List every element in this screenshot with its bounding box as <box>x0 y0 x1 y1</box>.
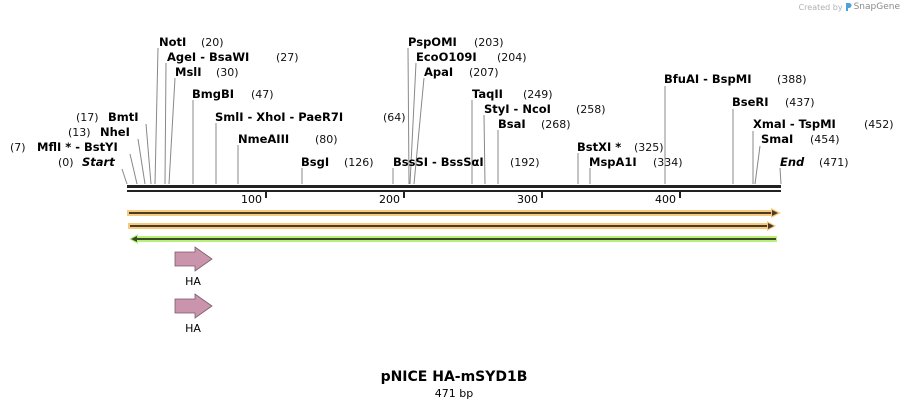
backbone-bottom-strand <box>127 190 781 192</box>
ha-label: HA <box>185 275 201 288</box>
site-mfli-bstyi[interactable]: MflI * - BstYI <box>37 140 118 154</box>
tick-label-400: 400 <box>655 193 676 206</box>
arrow-right-icon <box>174 293 213 319</box>
svg-text:(47): (47) <box>251 88 274 101</box>
site-msli[interactable]: MslI <box>175 65 202 79</box>
site-ecoo109i[interactable]: EcoO109I <box>416 50 477 64</box>
site-end[interactable]: End <box>780 155 805 169</box>
svg-text:(325): (325) <box>634 141 664 154</box>
svg-text:(7): (7) <box>10 141 26 154</box>
svg-text:(0): (0) <box>58 156 74 169</box>
svg-text:(126): (126) <box>344 156 374 169</box>
svg-text:(17): (17) <box>76 111 99 124</box>
feature-orange-1[interactable] <box>127 208 781 218</box>
site-start[interactable]: Start <box>82 155 115 169</box>
site-bmgbi[interactable]: BmgBI <box>192 87 234 101</box>
site-bseri[interactable]: BseRI <box>732 95 769 109</box>
svg-text:(80): (80) <box>315 133 338 146</box>
site-leader-lines <box>121 47 782 185</box>
ha-annotation-1[interactable]: HA <box>174 246 213 288</box>
svg-text:(454): (454) <box>810 133 840 146</box>
tick-label-200: 200 <box>379 193 400 206</box>
ha-annotation-2[interactable]: HA <box>174 293 213 335</box>
arrow-left-icon <box>131 236 137 242</box>
site-nmeaiii[interactable]: NmeAIII <box>238 132 289 146</box>
site-smai[interactable]: SmaI <box>761 132 793 146</box>
feature-green[interactable] <box>129 234 777 244</box>
site-taqii[interactable]: TaqII <box>472 87 503 101</box>
svg-text:(203): (203) <box>474 36 504 49</box>
site-bsssi-bsssai[interactable]: BssSI - BssSαI <box>393 155 484 169</box>
svg-text:(437): (437) <box>785 96 815 109</box>
svg-text:(388): (388) <box>777 73 807 86</box>
arrow-right-icon <box>174 246 213 272</box>
svg-text:(207): (207) <box>469 66 499 79</box>
svg-text:(334): (334) <box>653 156 683 169</box>
arrow-right-icon <box>772 210 778 216</box>
sequence-length: 471 bp <box>434 387 474 400</box>
map-title: pNICE HA-mSYD1B <box>380 369 528 385</box>
site-bsgi[interactable]: BsgI <box>301 155 329 169</box>
site-noti[interactable]: NotI <box>159 35 186 49</box>
svg-text:(471): (471) <box>819 156 849 169</box>
site-agei-bsawi[interactable]: AgeI - BsaWI <box>167 50 249 64</box>
svg-text:(192): (192) <box>510 156 540 169</box>
snapgene-logo-icon <box>845 3 852 11</box>
site-pspomi[interactable]: PspOMI <box>408 35 457 49</box>
tick-label-300: 300 <box>517 193 538 206</box>
svg-text:(64): (64) <box>383 111 406 124</box>
credit-prefix: Created by <box>798 2 843 12</box>
site-mspa1i[interactable]: MspA1I <box>589 155 637 169</box>
site-styi-ncoi[interactable]: StyI - NcoI <box>484 102 551 116</box>
site-xmai-tspmi[interactable]: XmaI - TspMI <box>753 117 836 131</box>
feature-orange-2[interactable] <box>128 221 776 231</box>
site-bsai[interactable]: BsaI <box>498 117 526 131</box>
sequence-map: 100 200 300 400 HA HA (0) Start (7 <box>10 35 894 335</box>
site-smli-xhoi-paer7i[interactable]: SmlI - XhoI - PaeR7I <box>215 110 343 124</box>
backbone-top-strand <box>127 185 781 188</box>
site-nhei[interactable]: NheI <box>100 125 130 139</box>
svg-text:(20): (20) <box>201 36 224 49</box>
ha-label: HA <box>185 322 201 335</box>
site-apai[interactable]: ApaI <box>424 65 453 79</box>
svg-text:(204): (204) <box>497 51 527 64</box>
svg-text:(452): (452) <box>864 118 894 131</box>
svg-text:(13): (13) <box>68 126 91 139</box>
svg-text:(258): (258) <box>576 103 606 116</box>
site-bmti[interactable]: BmtI <box>108 110 139 124</box>
ruler: 100 200 300 400 <box>241 192 681 206</box>
tick-label-100: 100 <box>241 193 262 206</box>
svg-text:(30): (30) <box>216 66 239 79</box>
svg-text:(27): (27) <box>276 51 299 64</box>
site-labels: (0) Start (7) MflI * - BstYI (13) NheI (… <box>10 35 894 169</box>
arrow-right-icon <box>768 223 774 229</box>
snapgene-credit: Created by SnapGene <box>799 2 900 12</box>
credit-brand: SnapGene <box>853 2 900 12</box>
svg-text:(249): (249) <box>523 88 553 101</box>
site-bfuai-bspmi[interactable]: BfuAI - BspMI <box>664 72 751 86</box>
svg-text:(268): (268) <box>541 118 571 131</box>
site-bstxi[interactable]: BstXI * <box>577 140 621 154</box>
